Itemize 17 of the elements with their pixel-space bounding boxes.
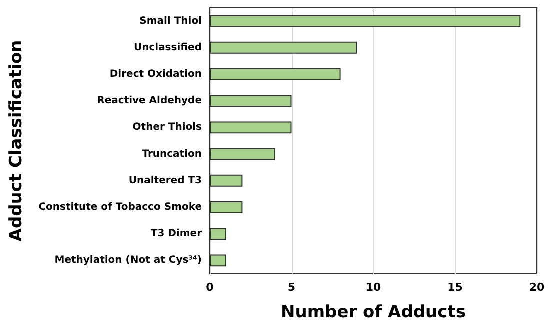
y-tick-label: Reactive Aldehyde xyxy=(97,96,202,107)
x-tick-label: 0 xyxy=(206,281,214,294)
y-tick-label: Other Thiols xyxy=(132,122,202,134)
x-tick-label: 5 xyxy=(288,281,296,294)
y-tick-label: Methylation (Not at Cys³⁴) xyxy=(54,255,202,266)
y-tick-label: Small Thiol xyxy=(140,16,202,27)
y-tick-label: Constitute of Tobacco Smoke xyxy=(38,202,202,213)
x-axis-title: Number of Adducts xyxy=(281,302,466,322)
y-tick-label: Direct Oxidation xyxy=(110,69,202,80)
x-tick-label: 20 xyxy=(529,281,545,294)
y-tick-label: Truncation xyxy=(142,148,202,160)
x-tick-label: 10 xyxy=(366,281,382,294)
y-tick-label: Unclassified xyxy=(134,42,202,54)
x-tick-label: 15 xyxy=(448,281,463,294)
y-tick-label: Unaltered T3 xyxy=(128,175,202,186)
y-axis-title: Adduct Classification xyxy=(6,40,26,242)
y-tick-label: T3 Dimer xyxy=(150,228,202,240)
